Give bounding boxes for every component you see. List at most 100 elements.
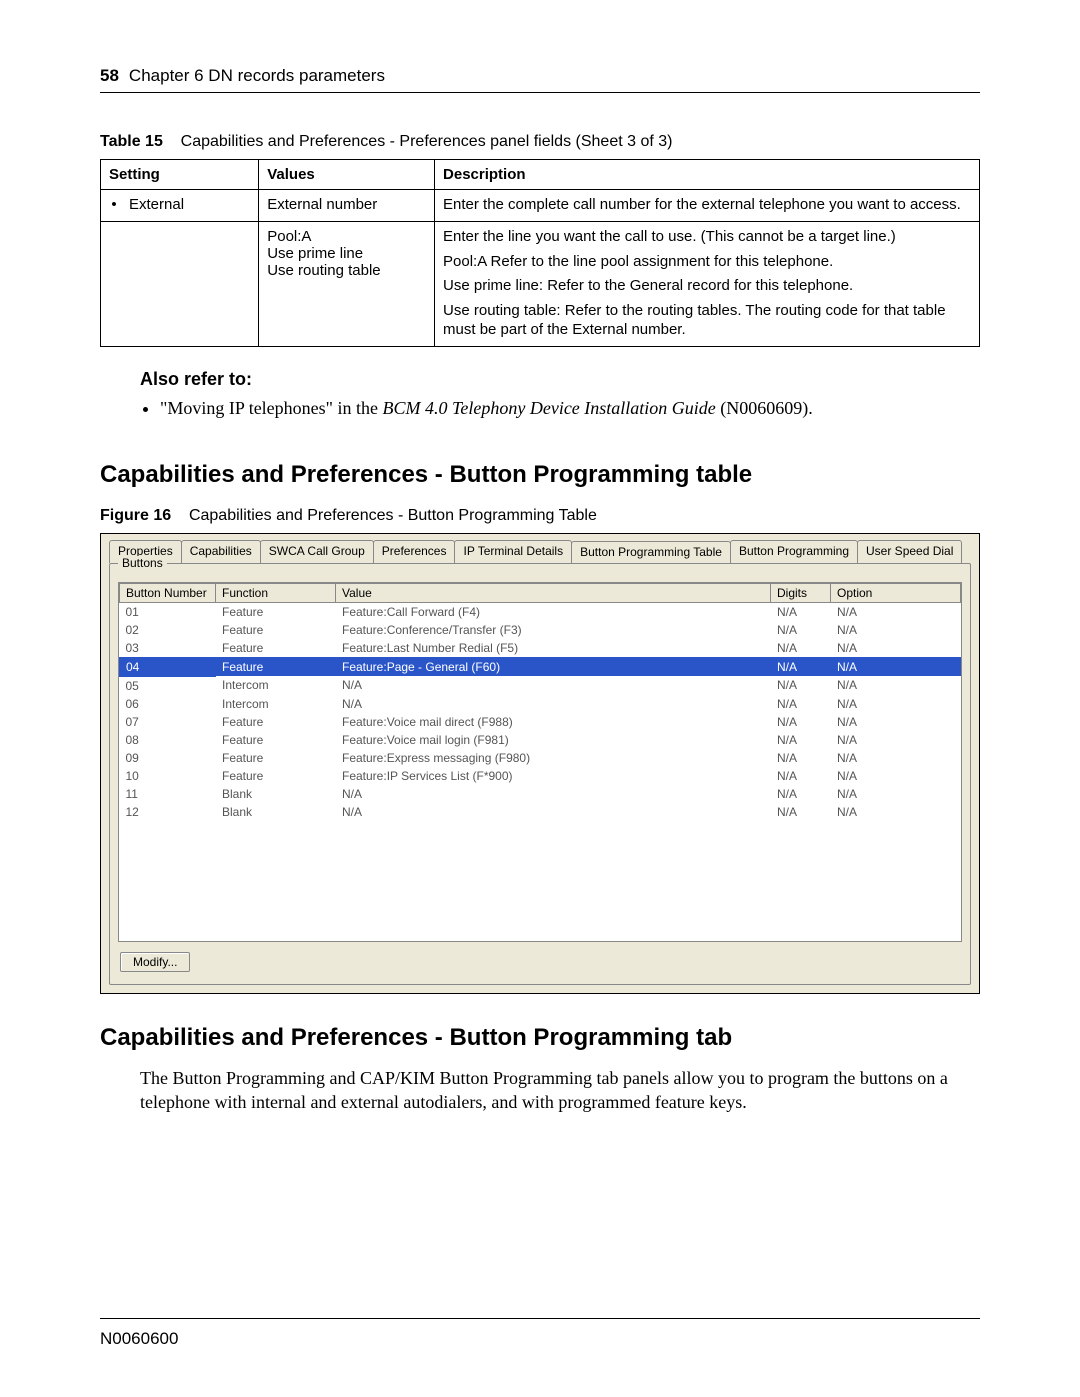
grid-cell-bn[interactable]: 12: [120, 803, 216, 821]
grid-cell-bn[interactable]: 04: [120, 657, 216, 676]
grid-cell-bn[interactable]: 08: [120, 731, 216, 749]
grid-cell-op[interactable]: N/A: [831, 713, 961, 731]
tab-button-programming[interactable]: Button Programming: [730, 540, 858, 563]
grid-col-value[interactable]: Value: [336, 583, 771, 602]
grid-cell-bn[interactable]: 07: [120, 713, 216, 731]
button-programming-grid[interactable]: Button NumberFunctionValueDigitsOption 0…: [119, 583, 961, 821]
grid-row[interactable]: 08FeatureFeature:Voice mail login (F981)…: [120, 731, 961, 749]
grid-row[interactable]: 05IntercomN/AN/AN/A: [120, 676, 961, 695]
grid-cell-fn[interactable]: Blank: [216, 803, 336, 821]
grid-col-function[interactable]: Function: [216, 583, 336, 602]
grid-row[interactable]: 04FeatureFeature:Page - General (F60)N/A…: [120, 657, 961, 676]
grid-cell-op[interactable]: N/A: [831, 695, 961, 713]
table15-setting-cell: [101, 221, 259, 346]
grid-cell-fn[interactable]: Feature: [216, 602, 336, 621]
grid-cell-bn[interactable]: 05: [120, 676, 216, 695]
grid-col-digits[interactable]: Digits: [771, 583, 831, 602]
grid-cell-val[interactable]: Feature:Voice mail direct (F988): [336, 713, 771, 731]
grid-cell-fn[interactable]: Feature: [216, 639, 336, 658]
grid-cell-dg[interactable]: N/A: [771, 621, 831, 639]
grid-row[interactable]: 03FeatureFeature:Last Number Redial (F5)…: [120, 639, 961, 658]
grid-cell-fn[interactable]: Feature: [216, 731, 336, 749]
grid-row[interactable]: 07FeatureFeature:Voice mail direct (F988…: [120, 713, 961, 731]
grid-cell-dg[interactable]: N/A: [771, 639, 831, 658]
modify-button[interactable]: Modify...: [120, 952, 190, 972]
grid-cell-dg[interactable]: N/A: [771, 602, 831, 621]
grid-cell-bn[interactable]: 01: [120, 602, 216, 621]
grid-cell-bn[interactable]: 09: [120, 749, 216, 767]
grid-row[interactable]: 10FeatureFeature:IP Services List (F*900…: [120, 767, 961, 785]
table15-setting-cell: •External: [101, 190, 259, 222]
figure16-caption-text: Capabilities and Preferences - Button Pr…: [189, 507, 597, 524]
grid-row[interactable]: 11BlankN/AN/AN/A: [120, 785, 961, 803]
table15-row: •ExternalExternal numberEnter the comple…: [101, 190, 980, 222]
grid-cell-dg[interactable]: N/A: [771, 731, 831, 749]
grid-cell-dg[interactable]: N/A: [771, 657, 831, 676]
grid-cell-bn[interactable]: 06: [120, 695, 216, 713]
grid-row[interactable]: 09FeatureFeature:Express messaging (F980…: [120, 749, 961, 767]
grid-cell-val[interactable]: Feature:Page - General (F60): [336, 657, 771, 676]
grid-cell-dg[interactable]: N/A: [771, 767, 831, 785]
tab-user-speed-dial[interactable]: User Speed Dial: [857, 540, 962, 563]
table15-row: Pool:AUse prime lineUse routing tableEnt…: [101, 221, 980, 346]
grid-cell-dg[interactable]: N/A: [771, 695, 831, 713]
grid-cell-val[interactable]: Feature:Last Number Redial (F5): [336, 639, 771, 658]
grid-row[interactable]: 02FeatureFeature:Conference/Transfer (F3…: [120, 621, 961, 639]
grid-cell-val[interactable]: Feature:Voice mail login (F981): [336, 731, 771, 749]
grid-cell-dg[interactable]: N/A: [771, 803, 831, 821]
grid-cell-fn[interactable]: Intercom: [216, 695, 336, 713]
grid-cell-fn[interactable]: Feature: [216, 713, 336, 731]
grid-cell-op[interactable]: N/A: [831, 749, 961, 767]
grid-col-button-number[interactable]: Button Number: [120, 583, 216, 602]
tab-capabilities[interactable]: Capabilities: [181, 540, 261, 563]
grid-cell-op[interactable]: N/A: [831, 803, 961, 821]
grid-cell-op[interactable]: N/A: [831, 731, 961, 749]
grid-cell-fn[interactable]: Feature: [216, 621, 336, 639]
grid-cell-op[interactable]: N/A: [831, 785, 961, 803]
table15-col-setting: Setting: [101, 160, 259, 190]
grid-cell-val[interactable]: N/A: [336, 695, 771, 713]
grid-cell-dg[interactable]: N/A: [771, 785, 831, 803]
grid-cell-bn[interactable]: 02: [120, 621, 216, 639]
grid-cell-bn[interactable]: 03: [120, 639, 216, 658]
grid-row[interactable]: 01FeatureFeature:Call Forward (F4)N/AN/A: [120, 602, 961, 621]
table15-caption: Table 15 Capabilities and Preferences - …: [100, 133, 980, 151]
grid-cell-val[interactable]: Feature:IP Services List (F*900): [336, 767, 771, 785]
grid-row[interactable]: 06IntercomN/AN/AN/A: [120, 695, 961, 713]
grid-cell-val[interactable]: Feature:Conference/Transfer (F3): [336, 621, 771, 639]
grid-cell-dg[interactable]: N/A: [771, 749, 831, 767]
grid-cell-op[interactable]: N/A: [831, 602, 961, 621]
grid-cell-op[interactable]: N/A: [831, 621, 961, 639]
grid-col-option[interactable]: Option: [831, 583, 961, 602]
tab-swca-call-group[interactable]: SWCA Call Group: [260, 540, 374, 563]
grid-cell-fn[interactable]: Blank: [216, 785, 336, 803]
grid-cell-fn[interactable]: Feature: [216, 767, 336, 785]
grid-cell-val[interactable]: Feature:Express messaging (F980): [336, 749, 771, 767]
grid-cell-op[interactable]: N/A: [831, 676, 961, 695]
section-button-programming-tab-heading: Capabilities and Preferences - Button Pr…: [100, 1024, 980, 1052]
grid-cell-bn[interactable]: 11: [120, 785, 216, 803]
grid-cell-val[interactable]: N/A: [336, 676, 771, 695]
grid-cell-fn[interactable]: Intercom: [216, 676, 336, 695]
grid-cell-val[interactable]: Feature:Call Forward (F4): [336, 602, 771, 621]
grid-cell-val[interactable]: N/A: [336, 785, 771, 803]
button-table-wrap: Button NumberFunctionValueDigitsOption 0…: [118, 582, 962, 942]
grid-cell-op[interactable]: N/A: [831, 657, 961, 676]
grid-cell-fn[interactable]: Feature: [216, 749, 336, 767]
grid-cell-dg[interactable]: N/A: [771, 713, 831, 731]
grid-cell-bn[interactable]: 10: [120, 767, 216, 785]
table15-desc-cell: Enter the line you want the call to use.…: [435, 221, 980, 346]
tab-ip-terminal-details[interactable]: IP Terminal Details: [454, 540, 572, 563]
grid-cell-val[interactable]: N/A: [336, 803, 771, 821]
buttons-group-label: Buttons: [118, 556, 167, 570]
grid-row[interactable]: 12BlankN/AN/AN/A: [120, 803, 961, 821]
grid-cell-dg[interactable]: N/A: [771, 676, 831, 695]
table15-caption-label: Table 15: [100, 133, 163, 150]
tab-preferences[interactable]: Preferences: [373, 540, 456, 563]
tab-button-programming-table[interactable]: Button Programming Table: [571, 541, 731, 564]
page-number: 58: [100, 66, 119, 86]
grid-cell-op[interactable]: N/A: [831, 767, 961, 785]
chapter-title: Chapter 6 DN records parameters: [129, 66, 385, 86]
grid-cell-fn[interactable]: Feature: [216, 657, 336, 676]
grid-cell-op[interactable]: N/A: [831, 639, 961, 658]
